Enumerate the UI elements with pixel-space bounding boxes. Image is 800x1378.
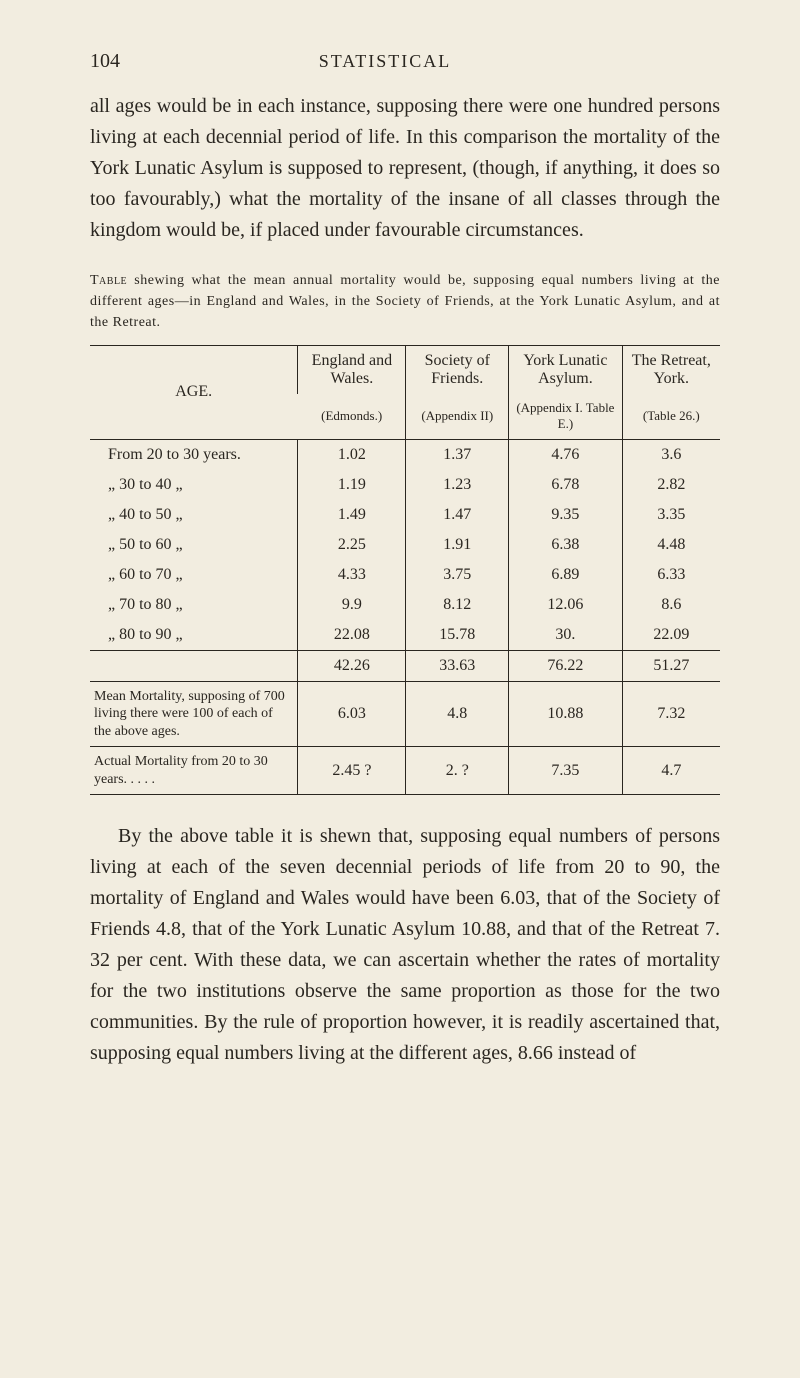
cell-age: „ 60 to 70 „ [90,560,298,590]
table-row: „ 80 to 90 „ 22.08 15.78 30. 22.09 [90,620,720,651]
cell-c4: 4.48 [622,530,720,560]
cell-c3: 10.88 [509,681,622,747]
cell-c2: 1.23 [406,470,509,500]
cell-c1: 1.49 [298,500,406,530]
cell-c1: 2.25 [298,530,406,560]
cell-c4: 51.27 [622,650,720,681]
cell-age: „ 50 to 60 „ [90,530,298,560]
mean-row-label: Mean Mortality, supposing of 700 living … [90,681,298,747]
mean-mortality-row: Mean Mortality, supposing of 700 living … [90,681,720,747]
cell-c2: 8.12 [406,590,509,620]
table-header-row-1: AGE. England and Wales. Society of Frien… [90,346,720,395]
cell-c2: 3.75 [406,560,509,590]
cell-c4: 2.82 [622,470,720,500]
cell-age [90,650,298,681]
table-row: „ 50 to 60 „ 2.25 1.91 6.38 4.48 [90,530,720,560]
table-row: „ 60 to 70 „ 4.33 3.75 6.89 6.33 [90,560,720,590]
actual-mortality-row: Actual Mortality from 20 to 30 years. . … [90,747,720,795]
cell-c4: 3.35 [622,500,720,530]
cell-c2: 4.8 [406,681,509,747]
cell-c1: 9.9 [298,590,406,620]
paragraph-1: all ages would be in each instance, supp… [90,91,720,246]
table-row: „ 40 to 50 „ 1.49 1.47 9.35 3.35 [90,500,720,530]
cell-c3: 4.76 [509,439,622,470]
header-line: 104 STATISTICAL [90,50,720,73]
cell-age: From 20 to 30 years. [90,439,298,470]
cell-c4: 6.33 [622,560,720,590]
cell-age: „ 40 to 50 „ [90,500,298,530]
actual-row-label: Actual Mortality from 20 to 30 years. . … [90,747,298,795]
col-age-header: AGE. [90,346,298,440]
cell-c3: 6.78 [509,470,622,500]
cell-c3: 6.89 [509,560,622,590]
cell-c3: 12.06 [509,590,622,620]
cell-c2: 1.47 [406,500,509,530]
cell-c4: 3.6 [622,439,720,470]
mortality-table: AGE. England and Wales. Society of Frien… [90,345,720,795]
caption-rest: shewing what the mean annual mortality w… [90,273,720,330]
cell-age: „ 80 to 90 „ [90,620,298,651]
cell-c3: 9.35 [509,500,622,530]
cell-c1: 42.26 [298,650,406,681]
cell-c1: 2.45 ? [298,747,406,795]
cell-age: „ 70 to 80 „ [90,590,298,620]
cell-c4: 22.09 [622,620,720,651]
table-caption: Table shewing what the mean annual morta… [90,270,720,333]
cell-c1: 6.03 [298,681,406,747]
cell-c1: 4.33 [298,560,406,590]
cell-c3: 30. [509,620,622,651]
table-row: From 20 to 30 years. 1.02 1.37 4.76 3.6 [90,439,720,470]
cell-age: „ 30 to 40 „ [90,470,298,500]
cell-c4: 7.32 [622,681,720,747]
cell-c2: 33.63 [406,650,509,681]
cell-c3: 7.35 [509,747,622,795]
col3-header-sub: (Appendix I. Table E.) [509,394,622,439]
col2-header-top: Society of Friends. [406,346,509,395]
paragraph-2: By the above table it is shewn that, sup… [90,821,720,1069]
cell-c3: 6.38 [509,530,622,560]
table-row: „ 70 to 80 „ 9.9 8.12 12.06 8.6 [90,590,720,620]
col4-header-top: The Retreat, York. [622,346,720,395]
cell-c2: 1.37 [406,439,509,470]
cell-c2: 1.91 [406,530,509,560]
cell-c4: 4.7 [622,747,720,795]
caption-lead: Table [90,273,127,288]
table-row: „ 30 to 40 „ 1.19 1.23 6.78 2.82 [90,470,720,500]
col4-header-sub: (Table 26.) [622,394,720,439]
totals-row: 42.26 33.63 76.22 51.27 [90,650,720,681]
cell-c3: 76.22 [509,650,622,681]
page: 104 STATISTICAL all ages would be in eac… [0,0,800,1378]
running-head: STATISTICAL [80,51,690,72]
cell-c1: 1.19 [298,470,406,500]
cell-c4: 8.6 [622,590,720,620]
cell-c2: 2. ? [406,747,509,795]
cell-c1: 22.08 [298,620,406,651]
col3-header-top: York Lunatic Asylum. [509,346,622,395]
cell-c1: 1.02 [298,439,406,470]
cell-c2: 15.78 [406,620,509,651]
col1-header-sub: (Edmonds.) [298,394,406,439]
col1-header-top: England and Wales. [298,346,406,395]
col2-header-sub: (Appendix II) [406,394,509,439]
